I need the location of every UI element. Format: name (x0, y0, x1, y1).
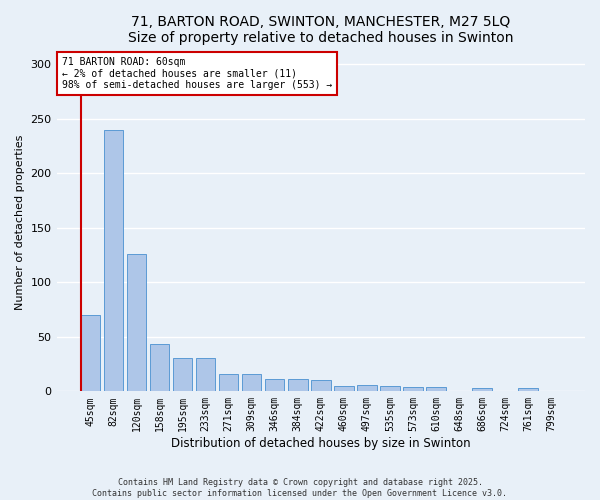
Bar (288, 380, 308, 392)
Bar (357, 385, 377, 392)
Bar (472, 388, 492, 392)
Bar (380, 386, 400, 392)
Bar (149, 344, 169, 392)
X-axis label: Distribution of detached houses by size in Swinton: Distribution of detached houses by size … (171, 437, 470, 450)
Bar (80, 315, 100, 392)
Bar (196, 358, 215, 392)
Bar (104, 130, 123, 392)
Bar (219, 374, 238, 392)
Title: 71, BARTON ROAD, SWINTON, MANCHESTER, M27 5LQ
Size of property relative to detac: 71, BARTON ROAD, SWINTON, MANCHESTER, M2… (128, 15, 514, 45)
Bar (311, 380, 331, 392)
Y-axis label: Number of detached properties: Number of detached properties (15, 134, 25, 310)
Text: 71 BARTON ROAD: 60sqm
← 2% of detached houses are smaller (11)
98% of semi-detac: 71 BARTON ROAD: 60sqm ← 2% of detached h… (62, 56, 332, 90)
Bar (173, 358, 193, 392)
Bar (265, 380, 284, 392)
Bar (426, 387, 446, 392)
Bar (334, 386, 353, 392)
Bar (127, 254, 146, 392)
Bar (403, 387, 423, 392)
Bar (242, 374, 262, 392)
Bar (518, 388, 538, 392)
Text: Contains HM Land Registry data © Crown copyright and database right 2025.
Contai: Contains HM Land Registry data © Crown c… (92, 478, 508, 498)
